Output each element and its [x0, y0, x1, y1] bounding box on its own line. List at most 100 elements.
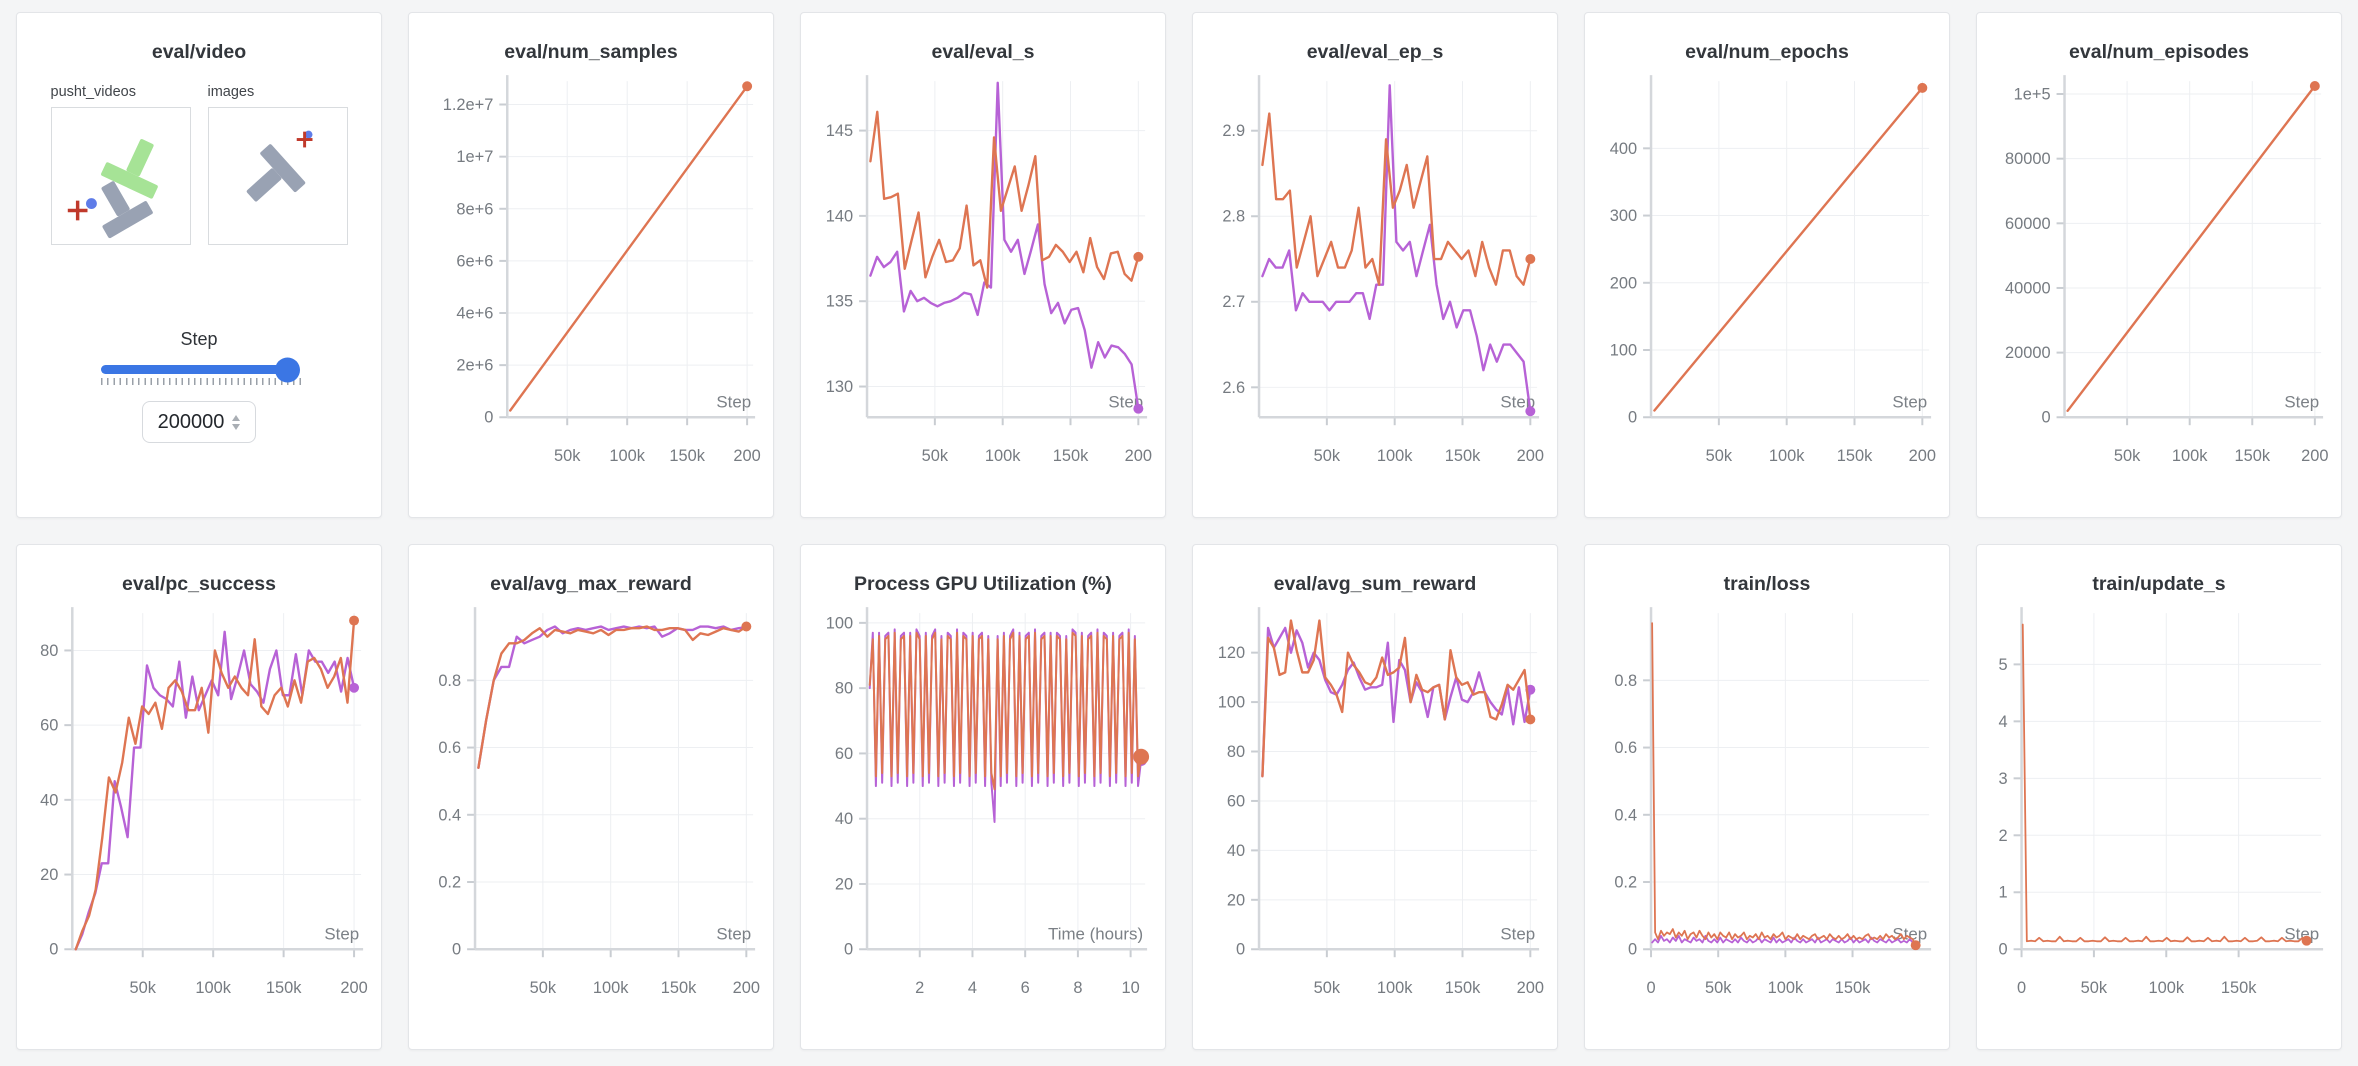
step-slider[interactable]: [101, 357, 301, 385]
panel-title: eval/avg_max_reward: [490, 573, 692, 595]
svg-text:140: 140: [826, 207, 853, 225]
svg-text:120: 120: [1218, 644, 1245, 662]
panel-eval-num-episodes: eval/num_episodes 0 20000 40000 60000 80000 1…: [1976, 12, 2342, 518]
svg-text:2.7: 2.7: [1222, 293, 1245, 311]
panel-title: eval/eval_s: [931, 41, 1035, 63]
panel-eval-num-samples: eval/num_samples 0 2e+6 4e+6 6e+6 8e+6 1e+7 1.…: [408, 12, 774, 518]
svg-text:0.4: 0.4: [438, 806, 461, 824]
panel-eval-video: eval/video pusht_videos: [16, 12, 382, 518]
svg-text:100k: 100k: [1377, 979, 1413, 997]
svg-text:Step: Step: [716, 392, 751, 411]
svg-text:80: 80: [40, 642, 58, 660]
svg-text:50k: 50k: [130, 979, 157, 997]
svg-text:0.2: 0.2: [1614, 873, 1637, 891]
green-tee-shape: [100, 139, 158, 199]
svg-text:20000: 20000: [2005, 344, 2051, 362]
thumbnail-label: images: [207, 84, 255, 100]
svg-text:1: 1: [1999, 884, 2008, 902]
svg-text:400: 400: [1610, 140, 1637, 158]
svg-text:150k: 150k: [661, 979, 697, 997]
panel-title: Process GPU Utilization (%): [854, 573, 1112, 595]
chart-canvas-eval-num-samples[interactable]: 0 2e+6 4e+6 6e+6 8e+6 1e+7 1.2e+7 50k 100k 150k 20…: [409, 66, 773, 496]
svg-text:150k: 150k: [669, 447, 705, 465]
svg-text:0.4: 0.4: [1614, 806, 1637, 824]
svg-text:40000: 40000: [2005, 279, 2051, 297]
svg-text:135: 135: [826, 293, 853, 311]
svg-text:0.6: 0.6: [1614, 739, 1637, 757]
images-scene-image: [246, 130, 312, 202]
svg-text:Step: Step: [1500, 392, 1535, 411]
svg-text:50k: 50k: [2114, 447, 2141, 465]
chart-canvas-train-loss[interactable]: 0 0.2 0.4 0.6 0.8 0 50k 100k 150k Step: [1585, 598, 1949, 1028]
gray-tee-shape: [246, 144, 305, 202]
thumbnail-images[interactable]: images: [207, 84, 348, 245]
svg-text:100k: 100k: [195, 979, 231, 997]
svg-text:2.8: 2.8: [1222, 208, 1245, 226]
svg-text:4: 4: [968, 979, 977, 997]
svg-text:6: 6: [1021, 979, 1030, 997]
svg-text:4: 4: [1999, 713, 2008, 731]
chart-canvas-eval-num-epochs[interactable]: 0 100 200 300 400 50k 100k 150k 200 Step: [1585, 66, 1949, 496]
svg-text:150k: 150k: [1445, 979, 1481, 997]
svg-text:0: 0: [844, 941, 853, 959]
svg-text:0.2: 0.2: [438, 873, 461, 891]
panel-title: eval/video: [151, 41, 247, 63]
svg-text:Step: Step: [1500, 924, 1535, 943]
gray-tee-shape: [101, 181, 153, 239]
svg-text:40: 40: [1227, 842, 1245, 860]
chart-canvas-eval-avg-max-reward[interactable]: 0 0.2 0.4 0.6 0.8 50k 100k 150k 200 Step: [409, 598, 773, 1028]
svg-text:60: 60: [40, 717, 58, 735]
svg-text:Step: Step: [2284, 392, 2319, 411]
svg-text:100k: 100k: [1768, 979, 1804, 997]
svg-text:Step: Step: [1892, 392, 1927, 411]
svg-text:2: 2: [1999, 827, 2008, 845]
svg-text:40: 40: [835, 810, 853, 828]
pusht-video-frame[interactable]: [50, 107, 191, 245]
svg-text:100: 100: [1218, 694, 1245, 712]
svg-text:0.8: 0.8: [438, 672, 461, 690]
panel-title: eval/pc_success: [122, 573, 276, 595]
svg-text:200: 200: [1125, 447, 1152, 465]
chart-canvas-gpu-utilization[interactable]: 0 20 40 60 80 100 2 4 6 8 10 Time (hours): [801, 598, 1165, 1028]
panel-eval-pc-success: eval/pc_success 0 20 40 60 80 50k 100k 150k 200 S…: [16, 544, 382, 1050]
svg-text:80: 80: [835, 680, 853, 698]
chart-canvas-eval-num-episodes[interactable]: 0 20000 40000 60000 80000 1e+5 50k 100k 150k 200 S…: [1977, 66, 2341, 496]
panel-train-loss: train/loss 0 0.2 0.4 0.6 0.8 0 50k 100k 150k Step: [1584, 544, 1950, 1050]
svg-text:200: 200: [1909, 447, 1936, 465]
svg-text:150k: 150k: [266, 979, 302, 997]
svg-text:50k: 50k: [530, 979, 557, 997]
svg-text:200: 200: [2301, 447, 2328, 465]
svg-text:0: 0: [49, 941, 58, 959]
svg-text:150k: 150k: [2221, 979, 2257, 997]
svg-text:100k: 100k: [985, 447, 1021, 465]
svg-text:Step: Step: [1892, 924, 1927, 943]
svg-text:2e+6: 2e+6: [456, 357, 493, 375]
svg-text:0: 0: [1646, 979, 1655, 997]
panel-title: eval/num_epochs: [1685, 41, 1849, 63]
stepper-up-icon[interactable]: [232, 414, 241, 421]
step-number-input[interactable]: 200000: [142, 401, 256, 443]
svg-text:60: 60: [1227, 792, 1245, 810]
svg-text:Step: Step: [324, 924, 359, 943]
pusht-scene-image: [67, 139, 158, 239]
svg-text:150k: 150k: [1445, 447, 1481, 465]
stepper-down-icon[interactable]: [232, 423, 241, 430]
slider-thumb[interactable]: [275, 357, 300, 382]
panel-gpu-utilization: Process GPU Utilization (%) 0 20 40 60 80 100…: [800, 544, 1166, 1050]
chart-canvas-eval-pc-success[interactable]: 0 20 40 60 80 50k 100k 150k 200 Step: [17, 598, 381, 1028]
svg-text:6e+6: 6e+6: [456, 252, 493, 270]
svg-text:8e+6: 8e+6: [456, 200, 493, 218]
thumbnail-pusht-videos[interactable]: pusht_videos: [50, 84, 191, 245]
chart-canvas-eval-avg-sum-reward[interactable]: 0 20 40 60 80 100 120 50k 100k 150k 200 Step: [1193, 598, 1557, 1028]
slider-track[interactable]: [101, 357, 300, 382]
svg-text:0: 0: [1999, 941, 2008, 959]
svg-text:150k: 150k: [1053, 447, 1089, 465]
images-frame[interactable]: [207, 107, 348, 245]
svg-text:1e+5: 1e+5: [2014, 85, 2051, 103]
svg-text:100k: 100k: [593, 979, 629, 997]
svg-text:10: 10: [1121, 979, 1139, 997]
chart-canvas-eval-eval-ep-s[interactable]: 2.6 2.7 2.8 2.9 50k 100k 150k 200 Step: [1193, 66, 1557, 496]
